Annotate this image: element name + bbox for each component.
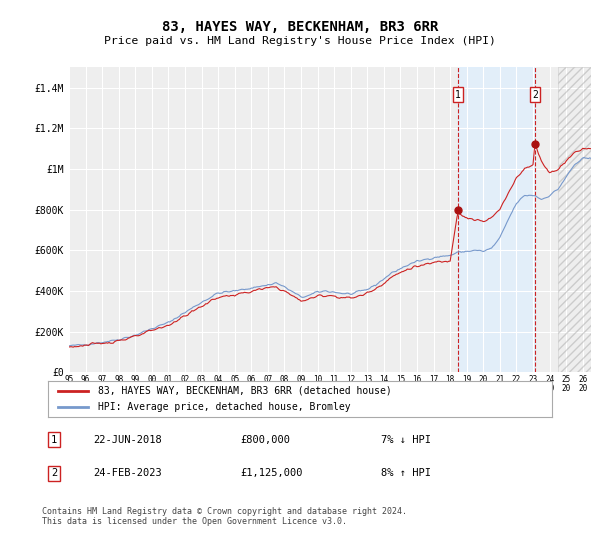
Bar [458,67,535,372]
Text: 83, HAYES WAY, BECKENHAM, BR3 6RR: 83, HAYES WAY, BECKENHAM, BR3 6RR [162,20,438,34]
Text: 24-FEB-2023: 24-FEB-2023 [93,468,162,478]
Text: 7% ↓ HPI: 7% ↓ HPI [381,435,431,445]
Text: Contains HM Land Registry data © Crown copyright and database right 2024.
This d: Contains HM Land Registry data © Crown c… [42,507,407,526]
Text: 2: 2 [51,468,57,478]
Text: 1: 1 [455,90,461,100]
Text: 8% ↑ HPI: 8% ↑ HPI [381,468,431,478]
Text: 22-JUN-2018: 22-JUN-2018 [93,435,162,445]
Text: 2: 2 [532,90,538,100]
Text: HPI: Average price, detached house, Bromley: HPI: Average price, detached house, Brom… [98,402,351,412]
Text: £800,000: £800,000 [240,435,290,445]
Text: 83, HAYES WAY, BECKENHAM, BR3 6RR (detached house): 83, HAYES WAY, BECKENHAM, BR3 6RR (detac… [98,386,392,396]
Text: Price paid vs. HM Land Registry's House Price Index (HPI): Price paid vs. HM Land Registry's House … [104,36,496,46]
Text: £1,125,000: £1,125,000 [240,468,302,478]
Text: 1: 1 [51,435,57,445]
Bar [558,67,591,372]
